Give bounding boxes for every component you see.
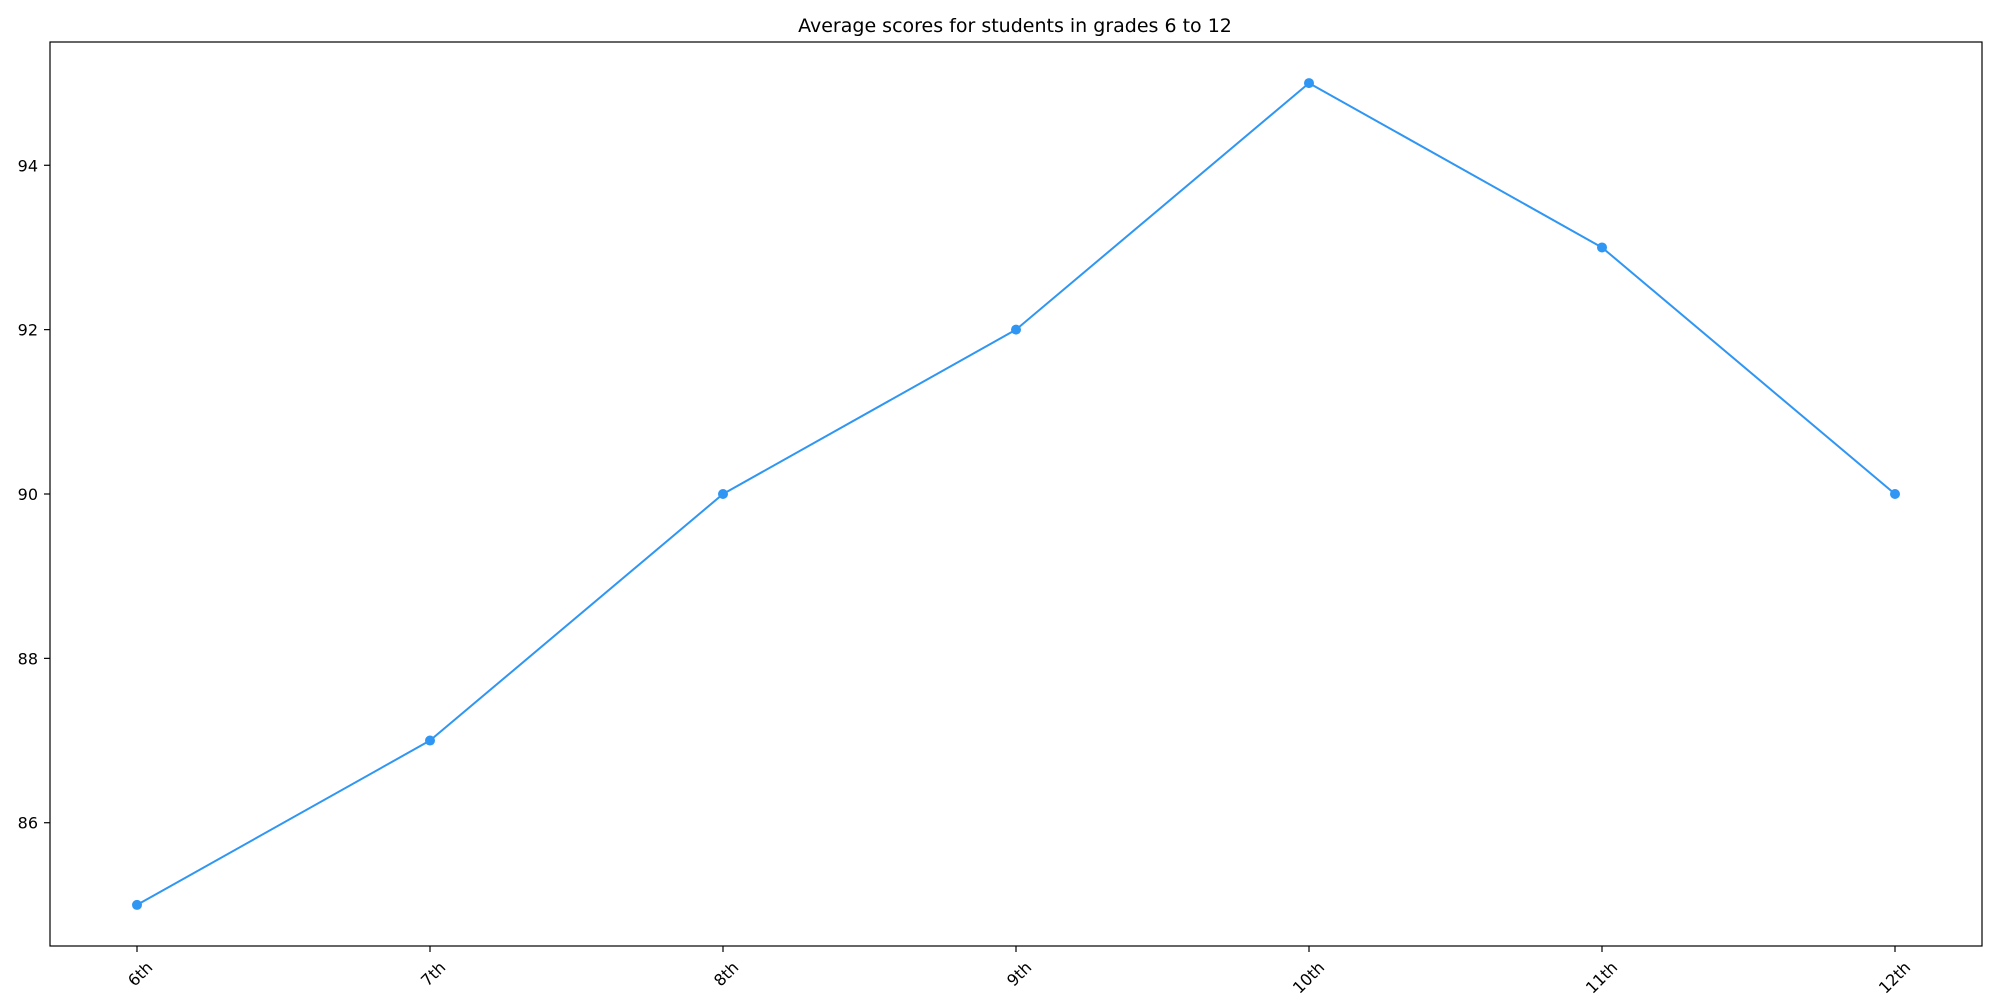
x-tick-label: 9th [1003, 958, 1035, 990]
y-axis: 86 88 90 92 94 [18, 156, 50, 833]
series-layer [132, 78, 1900, 910]
data-point-9th [1011, 324, 1021, 335]
data-point-6th [132, 899, 142, 910]
x-axis: 6th 7th 8th 9th 10th 11th 12th [124, 946, 1914, 997]
x-tick-label: 8th [710, 958, 742, 990]
series-line [136, 82, 1896, 906]
x-tick-label: 10th [1289, 958, 1328, 997]
y-tick-label: 90 [18, 485, 38, 504]
y-tick-label: 94 [18, 156, 38, 175]
y-tick-label: 88 [18, 649, 38, 668]
data-point-10th [1304, 78, 1314, 89]
plot-area-frame [49, 41, 1983, 947]
y-tick-label: 92 [18, 321, 38, 340]
data-point-12th [1890, 489, 1900, 499]
x-tick-label: 6th [124, 958, 156, 990]
data-point-11th [1597, 242, 1607, 253]
y-tick-label: 86 [18, 814, 38, 833]
x-tick-label: 12th [1875, 958, 1914, 997]
data-point-8th [718, 489, 728, 499]
x-tick-label: 7th [417, 958, 449, 990]
x-tick-label: 11th [1582, 958, 1621, 997]
data-point-7th [425, 735, 435, 746]
chart-title: Average scores for students in grades 6 … [798, 15, 1232, 37]
